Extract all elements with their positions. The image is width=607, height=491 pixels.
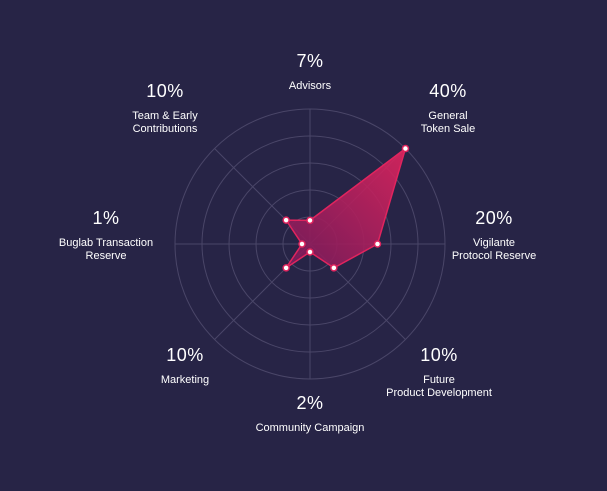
category-label: 40% General Token Sale — [421, 80, 475, 136]
category-name: Team & Early Contributions — [132, 110, 197, 136]
category-name-line: Product Development — [386, 387, 492, 399]
data-point[interactable] — [330, 264, 338, 272]
data-point[interactable] — [298, 240, 306, 248]
data-point[interactable] — [373, 240, 382, 248]
category-name-line: General — [428, 110, 468, 122]
category-name: Marketing — [161, 374, 209, 387]
category-name: Advisors — [289, 80, 331, 93]
category-name-line: Token Sale — [420, 123, 476, 135]
category-name-line: Contributions — [132, 123, 198, 135]
category-label: 20% Vigilante Protocol Reserve — [452, 207, 536, 263]
category-name-line: Vigilante — [473, 237, 515, 249]
category-label: 7% Advisors — [289, 50, 331, 93]
data-point[interactable] — [282, 264, 290, 272]
category-percent: 20% — [475, 208, 513, 228]
category-percent: 40% — [429, 81, 467, 101]
category-name-line: Community Campaign — [255, 422, 365, 434]
category-label: 10% Marketing — [161, 344, 209, 387]
category-name-line: Future — [423, 374, 455, 386]
category-percent: 10% — [166, 345, 204, 365]
category-label: 1% Buglab Transaction Reserve — [59, 207, 153, 263]
data-point[interactable] — [401, 144, 410, 153]
radar-area — [284, 146, 407, 269]
data-point[interactable] — [306, 216, 314, 225]
category-percent: 2% — [296, 393, 324, 413]
category-name: Buglab Transaction Reserve — [59, 237, 153, 263]
category-percent: 10% — [146, 81, 184, 101]
category-percent: 10% — [420, 345, 458, 365]
category-label: 2% Community Campaign — [256, 392, 365, 435]
category-label: 10% Future Product Development — [386, 344, 492, 400]
category-name-line: Team & Early — [132, 110, 198, 122]
data-point[interactable] — [282, 216, 290, 224]
category-name: Vigilante Protocol Reserve — [452, 237, 536, 263]
data-area-polygon — [284, 146, 407, 269]
category-label: 10% Team & Early Contributions — [132, 80, 197, 136]
category-name-line: Buglab Transaction — [58, 237, 154, 249]
radar-points — [282, 144, 410, 272]
category-percent: 1% — [92, 208, 120, 228]
category-name: Community Campaign — [256, 422, 365, 435]
category-name: General Token Sale — [421, 110, 475, 136]
category-name-line: Protocol Reserve — [451, 250, 537, 262]
category-percent: 7% — [296, 51, 324, 71]
category-name-line: Marketing — [160, 374, 210, 386]
category-name-line: Advisors — [288, 80, 332, 92]
category-name-line: Reserve — [85, 250, 127, 262]
data-point[interactable] — [306, 248, 314, 256]
category-name: Future Product Development — [386, 374, 492, 400]
